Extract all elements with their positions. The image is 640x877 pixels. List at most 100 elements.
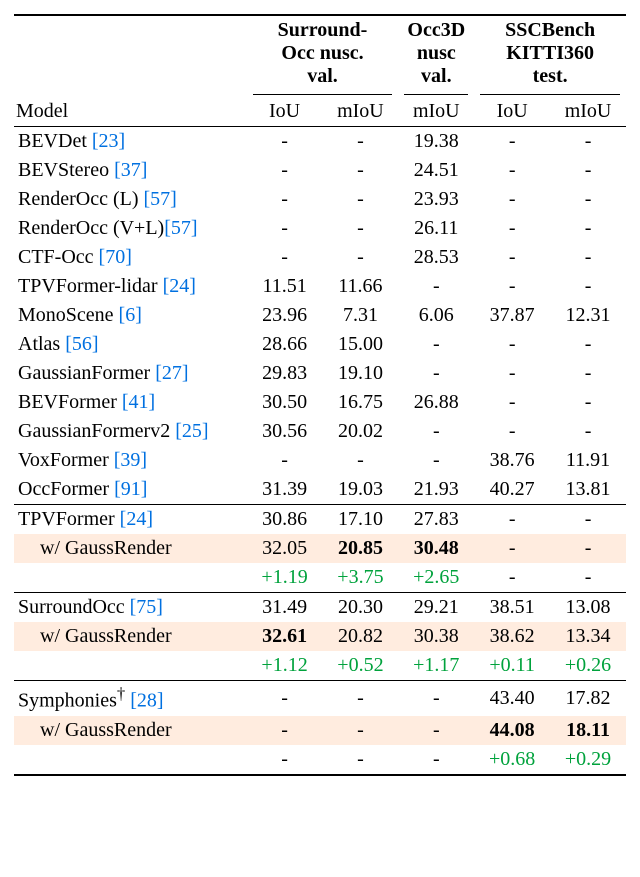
value-cell: - xyxy=(550,359,626,388)
table-row: BEVStereo [37]--24.51-- xyxy=(14,156,626,185)
model-name: GaussianFormer xyxy=(18,362,155,384)
citation: [28] xyxy=(130,690,163,712)
value-cell: - xyxy=(550,214,626,243)
table-row: CTF-Occ [70]--28.53-- xyxy=(14,243,626,272)
value-cell: - xyxy=(550,330,626,359)
delta-cell: - xyxy=(323,745,399,775)
delta-cell: +1.19 xyxy=(247,563,323,593)
delta-row: ---+0.68+0.29 xyxy=(14,745,626,775)
model-name: GaussianFormerv2 xyxy=(18,420,175,442)
delta-cell: +0.29 xyxy=(550,745,626,775)
model-name: TPVFormer-lidar xyxy=(18,275,163,297)
value-cell: 19.10 xyxy=(323,359,399,388)
value-cell: - xyxy=(398,330,474,359)
value-cell: - xyxy=(474,185,550,214)
value-cell: - xyxy=(474,417,550,446)
value-cell: 32.61 xyxy=(247,622,323,651)
model-cell: TPVFormer-lidar [24] xyxy=(14,272,247,301)
value-cell: - xyxy=(247,681,323,716)
value-cell: - xyxy=(398,359,474,388)
model-name: OccFormer xyxy=(18,478,114,500)
model-cell: GaussianFormerv2 [25] xyxy=(14,417,247,446)
model-name: RenderOcc (L) xyxy=(18,188,144,210)
gaussrender-row: w/ GaussRender---44.0818.11 xyxy=(14,716,626,745)
model-cell: CTF-Occ [70] xyxy=(14,243,247,272)
table-row: BEVFormer [41]30.5016.7526.88-- xyxy=(14,388,626,417)
value-cell: - xyxy=(323,446,399,475)
value-cell: - xyxy=(550,388,626,417)
value-cell: 19.38 xyxy=(398,127,474,157)
value-cell: - xyxy=(474,214,550,243)
value-cell: 28.66 xyxy=(247,330,323,359)
value-cell: - xyxy=(398,272,474,301)
model-name: BEVDet xyxy=(18,130,92,152)
value-cell: - xyxy=(550,505,626,535)
value-cell: 20.30 xyxy=(323,593,399,623)
value-cell: 30.50 xyxy=(247,388,323,417)
value-cell: 21.93 xyxy=(398,475,474,505)
value-cell: - xyxy=(247,214,323,243)
delta-row: +1.19+3.75+2.65-- xyxy=(14,563,626,593)
value-cell: 30.48 xyxy=(398,534,474,563)
model-name: SurroundOcc xyxy=(18,596,130,618)
results-table: Surround- Occ nusc. val. Occ3D nusc val.… xyxy=(14,14,626,776)
delta-cell: +0.68 xyxy=(474,745,550,775)
model-cell: BEVStereo [37] xyxy=(14,156,247,185)
table-row: SurroundOcc [75]31.4920.3029.2138.5113.0… xyxy=(14,593,626,623)
citation: [57] xyxy=(144,188,177,210)
value-cell: 30.56 xyxy=(247,417,323,446)
value-cell: - xyxy=(323,127,399,157)
delta-cell: +0.11 xyxy=(474,651,550,681)
gaussrender-row: w/ GaussRender32.6120.8230.3838.6213.34 xyxy=(14,622,626,651)
model-cell: BEVFormer [41] xyxy=(14,388,247,417)
citation: [25] xyxy=(175,420,208,442)
value-cell: - xyxy=(550,243,626,272)
citation: [91] xyxy=(114,478,147,500)
header-miou-1: mIoU xyxy=(323,97,399,127)
table-row: TPVFormer-lidar [24]11.5111.66--- xyxy=(14,272,626,301)
value-cell: - xyxy=(247,127,323,157)
value-cell: 11.51 xyxy=(247,272,323,301)
value-cell: 11.91 xyxy=(550,446,626,475)
value-cell: - xyxy=(247,156,323,185)
model-cell: w/ GaussRender xyxy=(14,622,247,651)
table-row: RenderOcc (L) [57]--23.93-- xyxy=(14,185,626,214)
value-cell: - xyxy=(323,214,399,243)
value-cell: 23.96 xyxy=(247,301,323,330)
value-cell: 26.11 xyxy=(398,214,474,243)
value-cell: 12.31 xyxy=(550,301,626,330)
value-cell: - xyxy=(474,243,550,272)
value-cell: - xyxy=(247,716,323,745)
table-row: GaussianFormer [27]29.8319.10--- xyxy=(14,359,626,388)
delta-cell: +0.52 xyxy=(323,651,399,681)
value-cell: 26.88 xyxy=(398,388,474,417)
header-model: Model xyxy=(14,97,247,127)
group-rows-body: TPVFormer [24]30.8617.1027.83--w/ GaussR… xyxy=(14,505,626,775)
value-cell: 17.82 xyxy=(550,681,626,716)
value-cell: - xyxy=(550,156,626,185)
model-cell: OccFormer [91] xyxy=(14,475,247,505)
model-cell xyxy=(14,651,247,681)
value-cell: - xyxy=(474,534,550,563)
model-cell: Atlas [56] xyxy=(14,330,247,359)
table-row: RenderOcc (V+L)[57]--26.11-- xyxy=(14,214,626,243)
value-cell: - xyxy=(323,716,399,745)
value-cell: 6.06 xyxy=(398,301,474,330)
delta-cell: - xyxy=(474,563,550,593)
value-cell: - xyxy=(323,243,399,272)
superscript: † xyxy=(117,684,125,703)
value-cell: - xyxy=(550,185,626,214)
delta-row: +1.12+0.52+1.17+0.11+0.26 xyxy=(14,651,626,681)
value-cell: - xyxy=(398,681,474,716)
value-cell: 44.08 xyxy=(474,716,550,745)
value-cell: 13.81 xyxy=(550,475,626,505)
value-cell: - xyxy=(323,156,399,185)
value-cell: - xyxy=(474,330,550,359)
plain-rows-body: BEVDet [23]--19.38--BEVStereo [37]--24.5… xyxy=(14,127,626,505)
value-cell: 30.38 xyxy=(398,622,474,651)
model-cell: GaussianFormer [27] xyxy=(14,359,247,388)
value-cell: 28.53 xyxy=(398,243,474,272)
citation: [6] xyxy=(119,304,142,326)
table-row: GaussianFormerv2 [25]30.5620.02--- xyxy=(14,417,626,446)
value-cell: 19.03 xyxy=(323,475,399,505)
